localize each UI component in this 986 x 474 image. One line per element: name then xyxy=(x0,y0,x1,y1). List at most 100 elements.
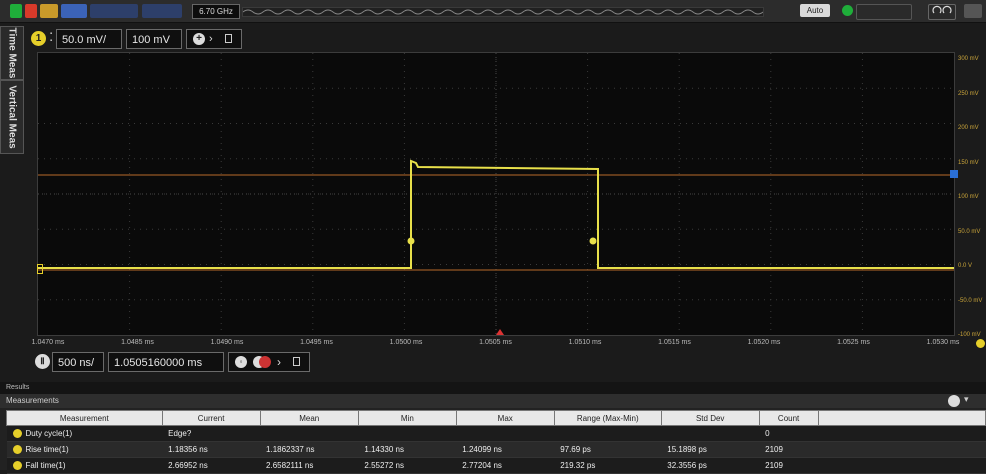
channel-nav-group: + › xyxy=(186,29,242,49)
waveform-display[interactable] xyxy=(37,52,955,336)
y-tick-label: 200 mV xyxy=(958,125,979,131)
x-tick-label: 1.0495 ms xyxy=(300,339,333,346)
measurement-max-cell: 2.77204 ns xyxy=(456,457,555,474)
column-header[interactable]: Mean xyxy=(259,410,359,426)
channel-offset-field[interactable]: 100 mV xyxy=(126,29,182,49)
column-header[interactable]: Range (Max-Min) xyxy=(553,410,662,426)
trigger-position-icon[interactable] xyxy=(496,329,504,335)
y-tick-label: 300 mV xyxy=(958,56,979,62)
measurements-section-label: Measurements xyxy=(0,394,986,408)
memory-depth-indicator[interactable] xyxy=(142,4,182,18)
measurement-current-cell: 2.66952 ns xyxy=(162,457,261,474)
column-header[interactable]: Max xyxy=(455,410,555,426)
measurement-name: Fall time(1) xyxy=(25,460,66,470)
record-icon[interactable] xyxy=(259,356,271,368)
timebase-nav-group: ◦ › xyxy=(228,352,310,372)
tab-vertical-meas-label: Vertical Meas xyxy=(6,85,18,149)
x-tick-label: 1.0490 ms xyxy=(210,339,244,346)
sample-rate-indicator[interactable] xyxy=(90,4,138,18)
x-tick-label: 1.0485 ms xyxy=(121,339,154,346)
measurement-range-cell xyxy=(554,425,662,442)
empty-cell xyxy=(818,441,986,458)
measurement-count-cell: 0 xyxy=(759,425,819,442)
horizontal-icon[interactable]: Ⅱ xyxy=(35,354,50,369)
column-header-empty xyxy=(817,410,986,426)
measurement-current-cell: Edge? xyxy=(162,425,261,442)
measurement-name: Duty cycle(1) xyxy=(25,428,73,438)
column-header[interactable]: Count xyxy=(758,410,819,426)
y-tick-label: 250 mV xyxy=(958,90,979,97)
column-header[interactable]: Std Dev xyxy=(660,410,760,426)
measurement-min-cell: 2.55272 ns xyxy=(358,457,457,474)
stop-button[interactable] xyxy=(25,4,37,18)
window-button[interactable] xyxy=(964,4,982,18)
channel-scale-field[interactable]: 50.0 mV/ xyxy=(56,29,122,49)
measurement-name-cell: Fall time(1) xyxy=(6,457,163,474)
trigger-status-icon xyxy=(842,5,853,16)
table-row[interactable]: Duty cycle(1) Edge? 0 xyxy=(6,425,986,442)
measurement-name-cell: Rise time(1) xyxy=(6,441,163,458)
acquire-button[interactable] xyxy=(61,4,87,18)
x-tick-label: 1.0500 ms xyxy=(389,339,423,346)
column-header[interactable]: Measurement xyxy=(6,410,163,426)
x-tick-label: 1.0520 ms xyxy=(747,339,781,346)
table-row[interactable]: Fall time(1) 2.66952 ns 2.6582111 ns 2.5527… xyxy=(6,457,986,474)
channel-ground-marker-icon[interactable] xyxy=(37,264,43,274)
measurement-name: Rise time(1) xyxy=(25,444,69,454)
measurement-max-cell xyxy=(456,425,555,442)
chevron-right-icon[interactable]: › xyxy=(209,33,213,45)
zoom-icon[interactable]: ◦ xyxy=(235,356,247,368)
x-tick-label: 1.0530 ms xyxy=(926,339,960,346)
measurement-name-cell: Duty cycle(1) xyxy=(6,425,163,442)
single-button[interactable] xyxy=(40,4,58,18)
waveform-overview-strip[interactable] xyxy=(242,7,764,17)
channel-1-trace xyxy=(38,159,954,269)
undo-redo-icon[interactable] xyxy=(928,4,956,20)
channel-1-badge[interactable]: 1 xyxy=(31,31,46,46)
lock-icon[interactable] xyxy=(293,357,300,366)
measurement-max-cell: 1.24099 ns xyxy=(456,441,555,458)
measurement-count-cell: 2109 xyxy=(759,441,819,458)
trigger-level-icon[interactable] xyxy=(976,339,985,348)
add-icon[interactable]: + xyxy=(193,33,205,45)
y-tick-label: 100 mV xyxy=(958,194,979,200)
empty-cell xyxy=(818,425,986,442)
tab-time-meas-label: Time Meas xyxy=(6,27,18,79)
gear-icon[interactable] xyxy=(948,395,960,407)
channel-1-bullet-icon xyxy=(12,429,22,439)
trigger-settings-button[interactable] xyxy=(856,4,912,20)
tab-time-meas[interactable]: Time Meas xyxy=(0,26,24,80)
timebase-scale-field[interactable]: 500 ns/ xyxy=(52,352,104,372)
measurements-table: Measurement Current Mean Min Max Range (Max-M… xyxy=(6,410,986,474)
measurement-mean-cell: 2.6582111 ns xyxy=(260,457,359,474)
measurement-std-cell: 32.3556 ps xyxy=(661,457,760,474)
auto-button[interactable]: Auto xyxy=(800,4,830,17)
run-button[interactable] xyxy=(10,4,22,18)
edge-marker[interactable] xyxy=(589,237,597,245)
measurement-std-cell: 15.1898 ps xyxy=(661,441,760,458)
edge-marker[interactable] xyxy=(407,237,415,245)
chevron-right-icon[interactable]: › xyxy=(277,355,281,369)
x-tick-label: 1.0505 ms xyxy=(479,339,512,346)
reference-marker-icon[interactable] xyxy=(950,170,958,178)
y-tick-label: -100 mV xyxy=(958,332,981,338)
tab-vertical-meas[interactable]: Vertical Meas xyxy=(0,80,24,154)
measurements-panel: Results Measurements ▾ Measurement Curren… xyxy=(0,382,986,474)
column-header[interactable]: Current xyxy=(161,410,261,426)
y-tick-label: 50.0 mV xyxy=(958,228,981,235)
measurement-mean-cell: 1.1862337 ns xyxy=(260,441,359,458)
column-header[interactable]: Min xyxy=(357,410,457,426)
measurement-min-cell xyxy=(358,425,457,442)
chevron-down-icon[interactable]: ▾ xyxy=(964,394,969,404)
table-row[interactable]: Rise time(1) 1.18356 ns 1.1862337 ns 1.1433… xyxy=(6,441,986,458)
measurement-current-cell: 1.18356 ns xyxy=(162,441,261,458)
top-toolbar: 6.70 GHz Auto xyxy=(0,0,986,23)
channel-coupling-icon: ▪ ▪ xyxy=(50,31,53,44)
lock-icon[interactable] xyxy=(225,34,232,43)
y-tick-label: -50.0 mV xyxy=(958,297,983,304)
measurement-count-cell: 2109 xyxy=(759,457,819,474)
y-tick-label: 150 mV xyxy=(958,159,979,166)
measurement-range-cell: 219.32 ps xyxy=(554,457,662,474)
timebase-position-field[interactable]: 1.0505160000 ms xyxy=(108,352,224,372)
x-tick-label: 1.0510 ms xyxy=(568,339,602,346)
